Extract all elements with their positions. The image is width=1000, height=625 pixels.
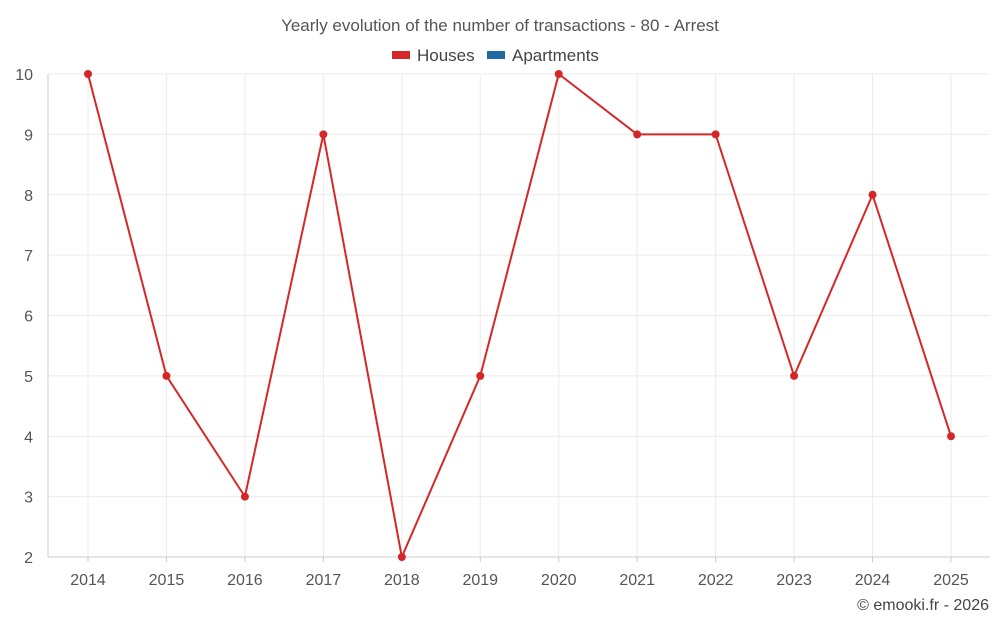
y-tick-label: 6 — [24, 309, 33, 326]
legend[interactable]: Houses Apartments — [392, 46, 599, 65]
legend-swatch-houses — [392, 51, 410, 59]
data-point[interactable] — [633, 130, 642, 139]
data-point[interactable] — [162, 371, 171, 380]
x-tick-label: 2016 — [227, 572, 263, 589]
x-tick-label: 2019 — [462, 572, 498, 589]
series-line-houses — [87, 73, 952, 558]
y-tick-label: 4 — [24, 429, 33, 446]
legend-label-houses[interactable]: Houses — [417, 46, 475, 65]
y-tick-label: 3 — [24, 490, 33, 507]
x-tick-label: 2017 — [306, 572, 342, 589]
y-tick-label: 8 — [24, 188, 33, 205]
x-tick-label: 2025 — [933, 572, 969, 589]
data-point[interactable] — [790, 371, 799, 380]
series-layer — [84, 70, 955, 561]
x-tick-label: 2024 — [855, 572, 891, 589]
data-point[interactable] — [397, 553, 406, 561]
x-tick-label: 2014 — [70, 572, 106, 589]
x-axis-ticks: 2014 2015 2016 2017 2018 2019 2020 2021 2022 2023… — [70, 572, 969, 589]
data-point[interactable] — [240, 492, 249, 501]
y-tick-label: 2 — [24, 550, 33, 567]
data-point[interactable] — [947, 432, 955, 441]
legend-swatch-apartments — [487, 51, 505, 59]
chart-title: Yearly evolution of the number of transa… — [281, 16, 719, 35]
data-point[interactable] — [476, 371, 485, 380]
x-tick-label: 2018 — [384, 572, 420, 589]
x-gridlines — [87, 74, 952, 562]
data-point[interactable] — [319, 130, 328, 139]
x-tick-label: 2022 — [698, 572, 734, 589]
x-tick-label: 2015 — [149, 572, 185, 589]
data-point[interactable] — [868, 190, 877, 199]
data-point[interactable] — [711, 130, 720, 139]
data-point[interactable] — [554, 70, 563, 78]
credit-text: © emooki.fr - 2026 — [857, 597, 989, 614]
y-gridlines — [48, 73, 990, 558]
y-tick-label: 10 — [15, 67, 33, 84]
y-tick-label: 7 — [24, 248, 33, 265]
x-tick-label: 2023 — [776, 572, 812, 589]
x-tick-label: 2020 — [541, 572, 577, 589]
y-tick-label: 5 — [24, 369, 33, 386]
data-point[interactable] — [84, 70, 92, 78]
legend-label-apartments[interactable]: Apartments — [512, 46, 599, 65]
y-tick-label: 9 — [24, 127, 33, 144]
y-axis-ticks: 2 3 4 5 6 7 8 9 10 — [15, 67, 33, 567]
x-tick-label: 2021 — [619, 572, 655, 589]
